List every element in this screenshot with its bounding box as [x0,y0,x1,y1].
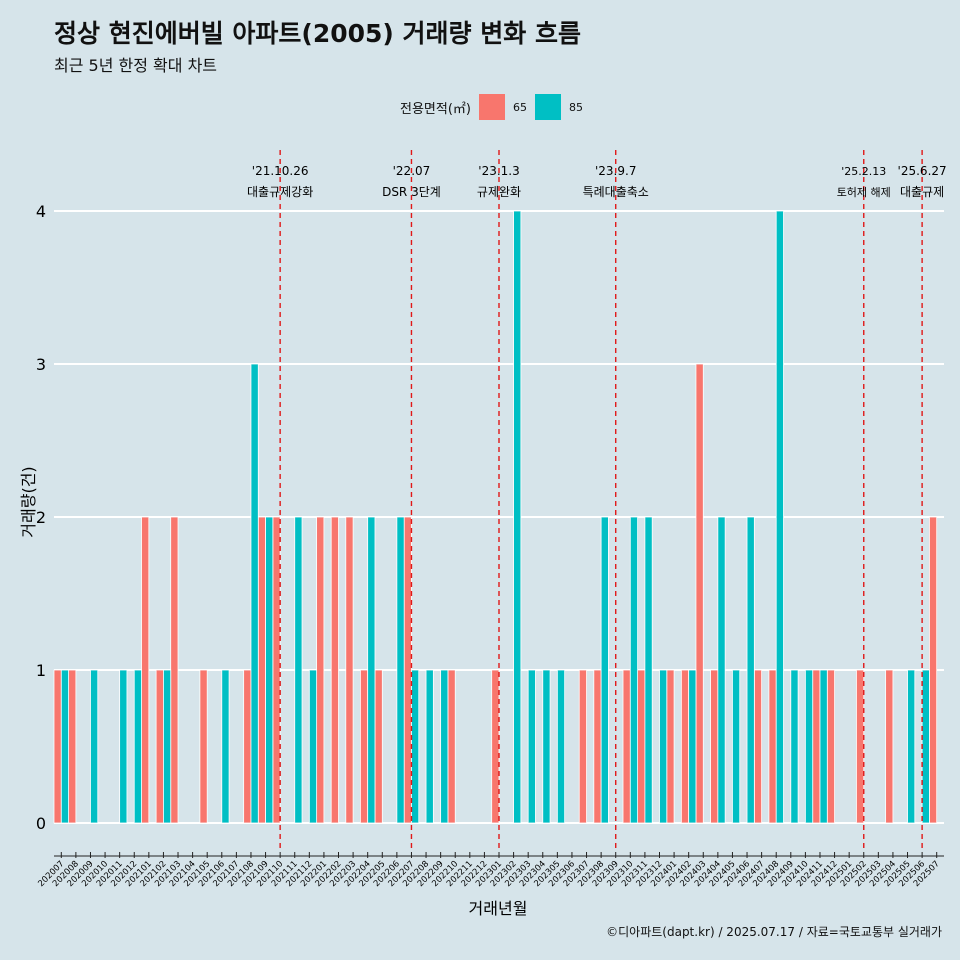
bar-202411-65 [812,669,821,824]
bar-202311-65 [637,669,646,824]
event-date-202506: '25.6.27 [898,164,947,178]
bar-202106-85 [221,669,230,824]
bar-202203-65 [345,516,354,824]
bar-202404-65 [710,669,719,824]
bar-202307-65 [578,669,587,824]
bar-202101-65 [141,516,150,824]
bar-202206-85 [396,516,405,824]
bar-202410-85 [804,669,814,824]
bar-202103-65 [170,516,179,824]
bar-202205-65 [374,669,383,824]
bar-202109-85 [265,516,274,824]
y-axis: 0 1 2 3 4 [36,202,46,833]
y-axis-title: 거래량(건) [19,466,38,537]
bar-202504-65 [885,669,894,824]
legend-label-65: 65 [512,100,527,114]
y-tick-label-1: 1 [36,661,46,680]
legend-swatch-85 [534,94,561,120]
bar-202310-65 [622,669,631,824]
event-date-202207: '22.07 [393,164,431,178]
bar-202308-85 [600,516,609,824]
bar-202007-85 [60,669,69,824]
bar-202302-85 [513,210,522,824]
event-label-202506: 대출규제 [900,185,944,199]
bar-202303-85 [527,669,536,824]
bar-202401-65 [666,669,675,824]
bar-202111-85 [294,516,303,824]
bar-202108-65 [243,669,252,824]
legend: 전용면적(㎡) 65 85 [400,93,591,121]
bar-202409-85 [790,669,799,824]
bar-202108-85 [250,363,259,824]
event-label-202309: 특례대출축소 [583,185,649,199]
bar-202201-65 [316,516,325,824]
bar-202008-65 [68,669,77,824]
legend-title: 전용면적(㎡) [400,101,471,117]
bar-202007-65 [53,669,62,824]
y-tick-label-3: 3 [36,355,46,374]
bar-202402-85 [688,669,697,824]
bar-202310-85 [629,516,639,824]
bar-202204-85 [367,516,376,824]
source-caption: ©디아파트(dapt.kr) / 2025.07.17 / 자료=국토교통부 실… [606,925,942,939]
bar-202304-85 [542,669,551,824]
event-label-202301: 규제완화 [477,185,521,199]
bar-202012-85 [133,669,142,824]
bar-202202-65 [330,516,339,824]
bar-202109-65 [257,516,266,824]
bars [53,210,938,824]
bar-202506-85 [921,669,930,824]
event-label-202207: DSR 3단계 [382,185,441,199]
bar-202411-85 [819,669,828,824]
x-axis: 2020072020082020092020102020112020122021… [36,852,944,889]
bar-202502-65 [856,669,865,824]
bar-202102-85 [163,669,172,824]
bar-202407-65 [753,669,763,824]
bar-202210-65 [447,669,456,824]
bar-202105-65 [199,669,208,824]
chart-subtitle: 최근 5년 한정 확대 차트 [54,56,218,75]
bar-202505-85 [907,669,916,824]
bar-202208-85 [425,669,434,824]
event-date-202301: '23.1.3 [478,164,519,178]
bar-202207-85 [411,669,420,824]
bar-202404-85 [717,516,726,824]
bar-202102-65 [155,669,164,824]
event-label-202502: 토허제 해제 [837,185,891,199]
bar-202209-85 [440,669,449,824]
bar-202207-65 [403,516,412,824]
bar-202308-65 [593,669,602,824]
bar-202408-85 [775,210,784,824]
bar-202204-65 [359,669,369,824]
bar-202408-65 [768,669,777,824]
x-axis-title: 거래년월 [469,899,528,918]
bar-202312-85 [659,669,668,824]
bar-202406-85 [746,516,755,824]
event-date-202502: '25.2.13 [841,165,886,178]
bar-202301-65 [491,669,500,824]
bar-202507-65 [929,516,938,824]
bar-202403-65 [695,363,704,824]
bar-202311-85 [644,516,653,824]
event-lines [279,150,923,852]
bar-202405-85 [732,669,741,824]
legend-swatch-65 [478,94,505,120]
y-tick-label-2: 2 [36,508,46,527]
event-label-202110: 대출규제강화 [247,185,313,199]
chart-title: 정상 현진에버빌 아파트(2005) 거래량 변화 흐름 [54,19,581,48]
bar-202011-85 [119,669,128,824]
event-date-202309: '23.9.7 [595,164,636,178]
bar-202112-85 [308,669,318,824]
y-tick-label-4: 4 [36,202,46,221]
legend-label-85: 85 [568,100,583,114]
y-tick-label-0: 0 [36,814,46,833]
bar-202009-85 [90,669,99,824]
bar-202305-85 [556,669,566,824]
event-annotations: '21.10.26 대출규제강화 '22.07 DSR 3단계 '23.1.3 규제완화 '… [247,164,947,199]
bar-202110-65 [272,516,281,824]
event-date-202110: '21.10.26 [252,164,309,178]
bar-202402-65 [680,669,690,824]
bar-202412-65 [826,669,835,824]
